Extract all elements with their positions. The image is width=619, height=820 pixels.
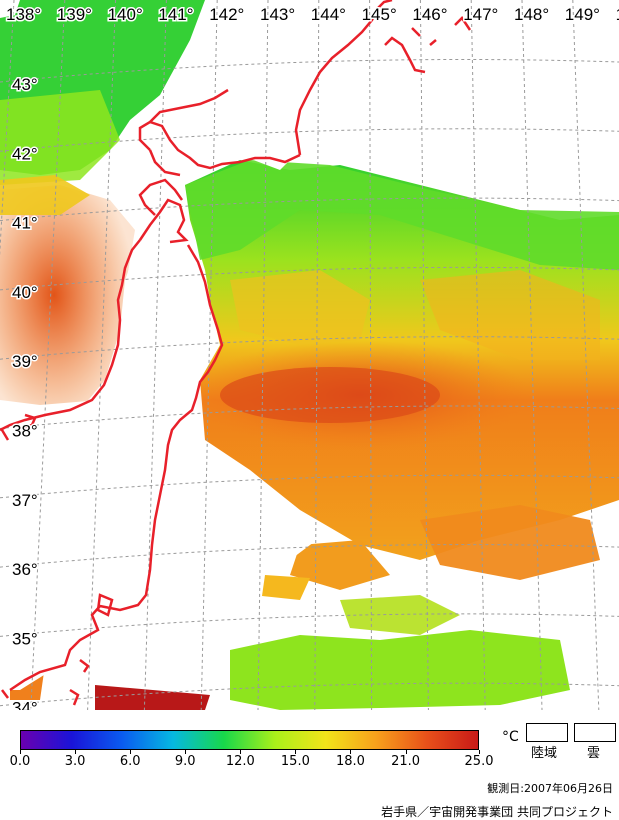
sst-hot-south	[95, 685, 210, 710]
sst-yellow-east	[420, 270, 600, 360]
longitude-label: 139°	[57, 5, 92, 24]
meridian-line	[200, 0, 218, 710]
land-key-swatch	[526, 723, 568, 742]
cloud-east	[560, 570, 619, 700]
colorbar-tick-label: 6.0	[119, 754, 141, 769]
longitude-label: 147°	[463, 5, 498, 24]
sst-map-canvas: 138° 139° 140° 141° 142° 143° 144° 145° 146° 147°…	[0, 0, 619, 710]
sst-south-yellowgreen	[340, 595, 460, 635]
latitude-label: 35°	[12, 629, 38, 648]
sst-sea-of-japan	[0, 185, 135, 405]
colorbar-tick	[295, 750, 297, 754]
temperature-colorbar	[20, 730, 479, 750]
land-key-label: 陸域	[531, 746, 558, 761]
longitude-labels: 138° 139° 140° 141° 142° 143° 144° 145° 146° 147°…	[5, 4, 619, 26]
colorbar-tick	[185, 750, 187, 754]
meridian-line	[314, 0, 320, 710]
longitude-label: 142°	[209, 5, 244, 24]
latitude-label: 37°	[12, 491, 38, 510]
colorbar-tick	[20, 750, 21, 754]
sst-south-green	[230, 630, 570, 710]
meridian-line	[143, 0, 167, 710]
colorbar-tick	[479, 750, 480, 754]
colorbar-tick	[350, 750, 352, 754]
sst-patch-south-3	[262, 575, 310, 600]
latitude-label: 36°	[12, 560, 38, 579]
sst-pacific-north-cool	[185, 160, 619, 270]
meridian-line	[257, 0, 269, 710]
meridian-line	[521, 0, 543, 710]
colorbar-tick-label: 25.0	[464, 754, 494, 769]
latitude-label: 39°	[12, 352, 38, 371]
sst-patch-south-2	[420, 505, 600, 580]
meridian-line	[87, 0, 117, 710]
longitude-label: 143°	[260, 5, 295, 24]
sst-transition-west	[0, 90, 120, 185]
colorbar-tick-label: 15.0	[280, 754, 310, 769]
latitude-label: 34°	[12, 699, 38, 710]
colorbar-tick	[240, 750, 242, 754]
colorbar-tick-label: 0.0	[9, 754, 31, 769]
longitude-label: 145°	[362, 5, 397, 24]
colorbar-tick	[130, 750, 132, 754]
observation-date: 観測日:2007年06月26日	[487, 782, 613, 795]
meridian-line	[470, 0, 486, 710]
sst-patch-south-1	[290, 540, 390, 590]
latitude-label: 40°	[12, 283, 38, 302]
cloud-central	[170, 480, 330, 620]
colorbar-tick-label: 9.0	[174, 754, 196, 769]
graticule	[0, 0, 619, 710]
colorbar-tick-label: 3.0	[64, 754, 86, 769]
sst-sea-of-japan-north	[0, 175, 90, 215]
longitude-label: 146°	[412, 5, 447, 24]
sst-warm-core-inner	[220, 367, 440, 423]
cloud-key-label: 雲	[587, 746, 601, 761]
meridian-line	[30, 0, 66, 710]
colorbar-tick-label: 12.0	[225, 754, 255, 769]
temperature-unit: °C	[502, 729, 519, 745]
sst-yellow-tongue	[230, 270, 370, 345]
latitude-label: 43°	[12, 75, 38, 94]
coastline	[0, 0, 472, 706]
meridian-line	[572, 0, 600, 710]
latitude-label: 38°	[12, 422, 38, 441]
longitude-label: 150	[616, 5, 619, 24]
meridian-line	[369, 0, 373, 710]
longitude-label: 141°	[158, 5, 193, 24]
colorbar-tick-label: 18.0	[335, 754, 365, 769]
cloud-key-swatch	[574, 723, 616, 742]
longitude-label: 140°	[108, 5, 143, 24]
latitude-labels: 43° 42° 41° 40° 39° 38° 37° 36° 35° 34°	[11, 74, 40, 711]
latitude-label: 42°	[12, 144, 38, 163]
longitude-label: 148°	[514, 5, 549, 24]
meridian-line	[419, 0, 429, 710]
longitude-label: 149°	[565, 5, 600, 24]
sst-map: 138° 139° 140° 141° 142° 143° 144° 145° 146° 147°…	[0, 0, 619, 710]
legend-area: 0.0 3.0 6.0 9.0 12.0 15.0 18.0 21.0 25.0 °C 陸域 雲…	[0, 710, 619, 820]
cloud-corner	[0, 0, 20, 18]
colorbar-tick	[75, 750, 77, 754]
colorbar-tick-label: 21.0	[391, 754, 421, 769]
longitude-label: 138°	[6, 5, 41, 24]
credit-text: 岩手県／宇宙開発事業団 共同プロジェクト	[381, 805, 613, 819]
cloud-west	[0, 410, 150, 640]
latitude-label: 41°	[12, 214, 38, 233]
longitude-label: 144°	[311, 5, 346, 24]
colorbar-tick	[405, 750, 407, 754]
